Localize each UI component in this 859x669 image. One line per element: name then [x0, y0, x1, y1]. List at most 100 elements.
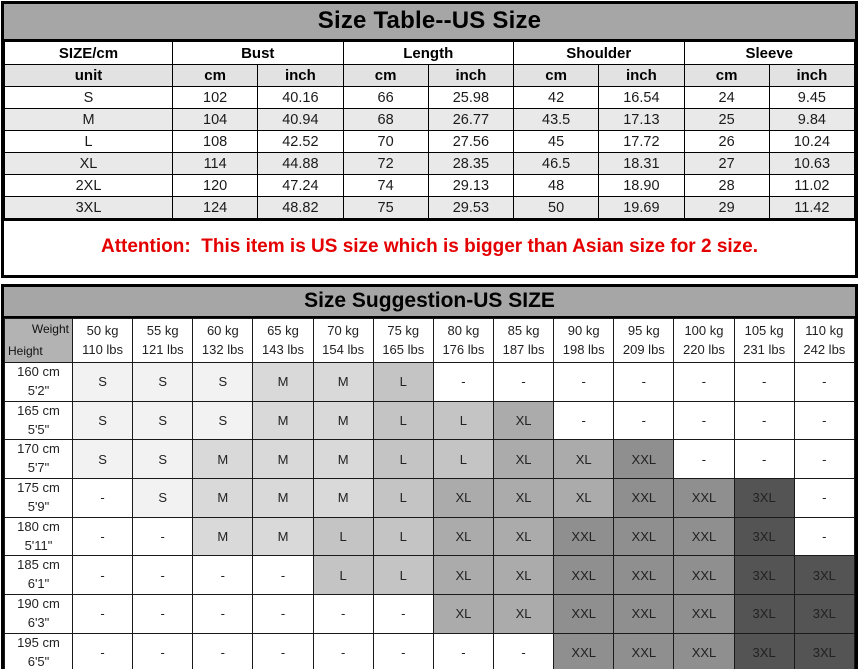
weight-lbs: 143 lbs	[262, 341, 304, 357]
suggestion-cell: XXL	[613, 632, 675, 669]
suggestion-cell: XL	[432, 555, 494, 596]
measure-value: 17.72	[598, 130, 685, 153]
weight-kg: 65 kg	[267, 322, 299, 338]
size-col-header: SIZE/cm	[4, 41, 173, 65]
measure-value: 25	[683, 108, 770, 131]
suggestion-cell: -	[793, 478, 856, 518]
weight-header: 80 kg 176 lbs	[432, 318, 494, 363]
measure-value: 120	[171, 174, 259, 197]
height-cm: 190 cm	[17, 596, 60, 612]
weight-kg: 75 kg	[387, 322, 420, 338]
suggestion-cell: -	[553, 362, 615, 402]
measure-group-header: Shoulder	[513, 41, 685, 65]
corner-weight-label: Weight	[31, 322, 69, 336]
measure-value: 24	[683, 86, 770, 109]
measure-value: 29.13	[427, 174, 515, 197]
measure-value: 19.69	[598, 196, 685, 219]
weight-lbs: 165 lbs	[382, 341, 425, 357]
measure-group-header: Bust	[172, 41, 344, 65]
suggestion-cell: -	[252, 594, 314, 634]
measure-value: 70	[342, 130, 429, 153]
suggestion-cell: L	[432, 439, 494, 480]
suggestion-cell: L	[372, 362, 434, 402]
weight-lbs: 176 lbs	[442, 341, 485, 357]
weight-header: 90 kg 198 lbs	[553, 318, 615, 363]
weight-lbs: 220 lbs	[683, 341, 725, 357]
weight-lbs: 198 lbs	[562, 341, 605, 357]
suggestion-cell: -	[132, 594, 194, 634]
suggestion-cell: 3XL	[733, 594, 795, 634]
height-ft: 5'5"	[27, 421, 50, 437]
measure-value: 108	[171, 130, 259, 153]
suggestion-cell: -	[492, 362, 555, 402]
height-cm: 185 cm	[17, 557, 60, 573]
height-ft: 5'11"	[24, 537, 53, 553]
height-cm: 170 cm	[17, 441, 60, 457]
suggestion-cell: XL	[432, 594, 494, 634]
size-suggestion-row: 180 cm 5'11" - - M M L L XL XL XXL XXL XXL 3XL -	[4, 516, 856, 557]
suggestion-cell: -	[793, 516, 856, 557]
suggestion-cell: XXL	[673, 555, 735, 596]
suggestion-cell: S	[192, 400, 254, 441]
suggestion-cell: 3XL	[793, 632, 856, 669]
measure-value: 27.56	[427, 130, 515, 153]
size-label: M	[4, 108, 173, 131]
measure-value: 48	[512, 174, 600, 197]
suggestion-cell: -	[613, 362, 675, 402]
height-label: 165 cm 5'5"	[4, 400, 73, 441]
measure-value: 44.88	[257, 152, 344, 175]
suggestion-cell: -	[192, 555, 254, 596]
height-ft: 5'2"	[27, 382, 50, 398]
suggestion-cell: -	[71, 555, 134, 596]
suggestion-cell: -	[252, 632, 314, 669]
suggestion-cell: 3XL	[793, 555, 856, 596]
height-label: 190 cm 6'3"	[4, 594, 73, 634]
suggestion-cell: XXL	[673, 632, 735, 669]
measure-value: 25.98	[427, 86, 515, 109]
weight-header: 100 kg 220 lbs	[673, 318, 735, 363]
height-ft: 6'5"	[27, 653, 50, 669]
size-suggestion-section: Size Suggestion-US SIZE Weight Height 50 k…	[1, 284, 858, 669]
unit-header: cm	[512, 64, 600, 87]
suggestion-cell: -	[673, 400, 735, 441]
suggestion-cell: -	[312, 594, 374, 634]
height-label: 185 cm 6'1"	[4, 555, 73, 596]
suggestion-cell: M	[312, 439, 374, 480]
suggestion-cell: -	[192, 632, 254, 669]
suggestion-cell: S	[192, 362, 254, 402]
suggestion-cell: XL	[553, 478, 615, 518]
measure-value: 11.02	[768, 174, 856, 197]
size-label: S	[4, 86, 173, 109]
size-suggestion-row: 185 cm 6'1" - - - - L L XL XL XXL XXL XXL 3XL 3XL	[4, 555, 856, 596]
suggestion-cell: M	[252, 439, 314, 480]
unit-header: inch	[768, 64, 856, 87]
measure-value: 75	[342, 196, 429, 219]
size-table-row: M 104 40.94 68 26.77 43.5 17.13 25 9.84	[4, 108, 856, 131]
measure-value: 29.53	[427, 196, 515, 219]
weight-header: 60 kg 132 lbs	[192, 318, 254, 363]
weight-lbs: 209 lbs	[622, 341, 665, 357]
weight-kg: 110 kg	[805, 322, 844, 338]
suggestion-cell: XXL	[553, 594, 615, 634]
size-suggestion-row: 175 cm 5'9" - S M M M L XL XL XL XXL XXL 3XL -	[4, 478, 856, 518]
suggestion-cell: L	[372, 478, 434, 518]
height-ft: 5'7"	[27, 460, 50, 476]
suggestion-cell: 3XL	[733, 478, 795, 518]
size-label: L	[4, 130, 173, 153]
measure-value: 102	[171, 86, 259, 109]
measure-value: 104	[171, 108, 259, 131]
height-label: 180 cm 5'11"	[4, 516, 73, 557]
size-table-group-row: SIZE/cm Bust Length Shoulder Sleeve	[4, 41, 855, 65]
suggestion-cell: M	[312, 400, 374, 441]
suggestion-cell: 3XL	[733, 555, 795, 596]
size-table-row: XL 114 44.88 72 28.35 46.5 18.31 27 10.63	[4, 152, 856, 175]
measure-value: 42	[512, 86, 600, 109]
suggestion-cell: XL	[492, 516, 555, 557]
weight-kg: 105 kg	[744, 322, 784, 338]
suggestion-cell: XL	[492, 478, 555, 518]
measure-value: 10.63	[768, 152, 856, 175]
measure-value: 68	[342, 108, 429, 131]
weight-kg: 85 kg	[507, 322, 540, 338]
weight-kg: 90 kg	[567, 322, 600, 338]
unit-header: inch	[257, 64, 344, 87]
